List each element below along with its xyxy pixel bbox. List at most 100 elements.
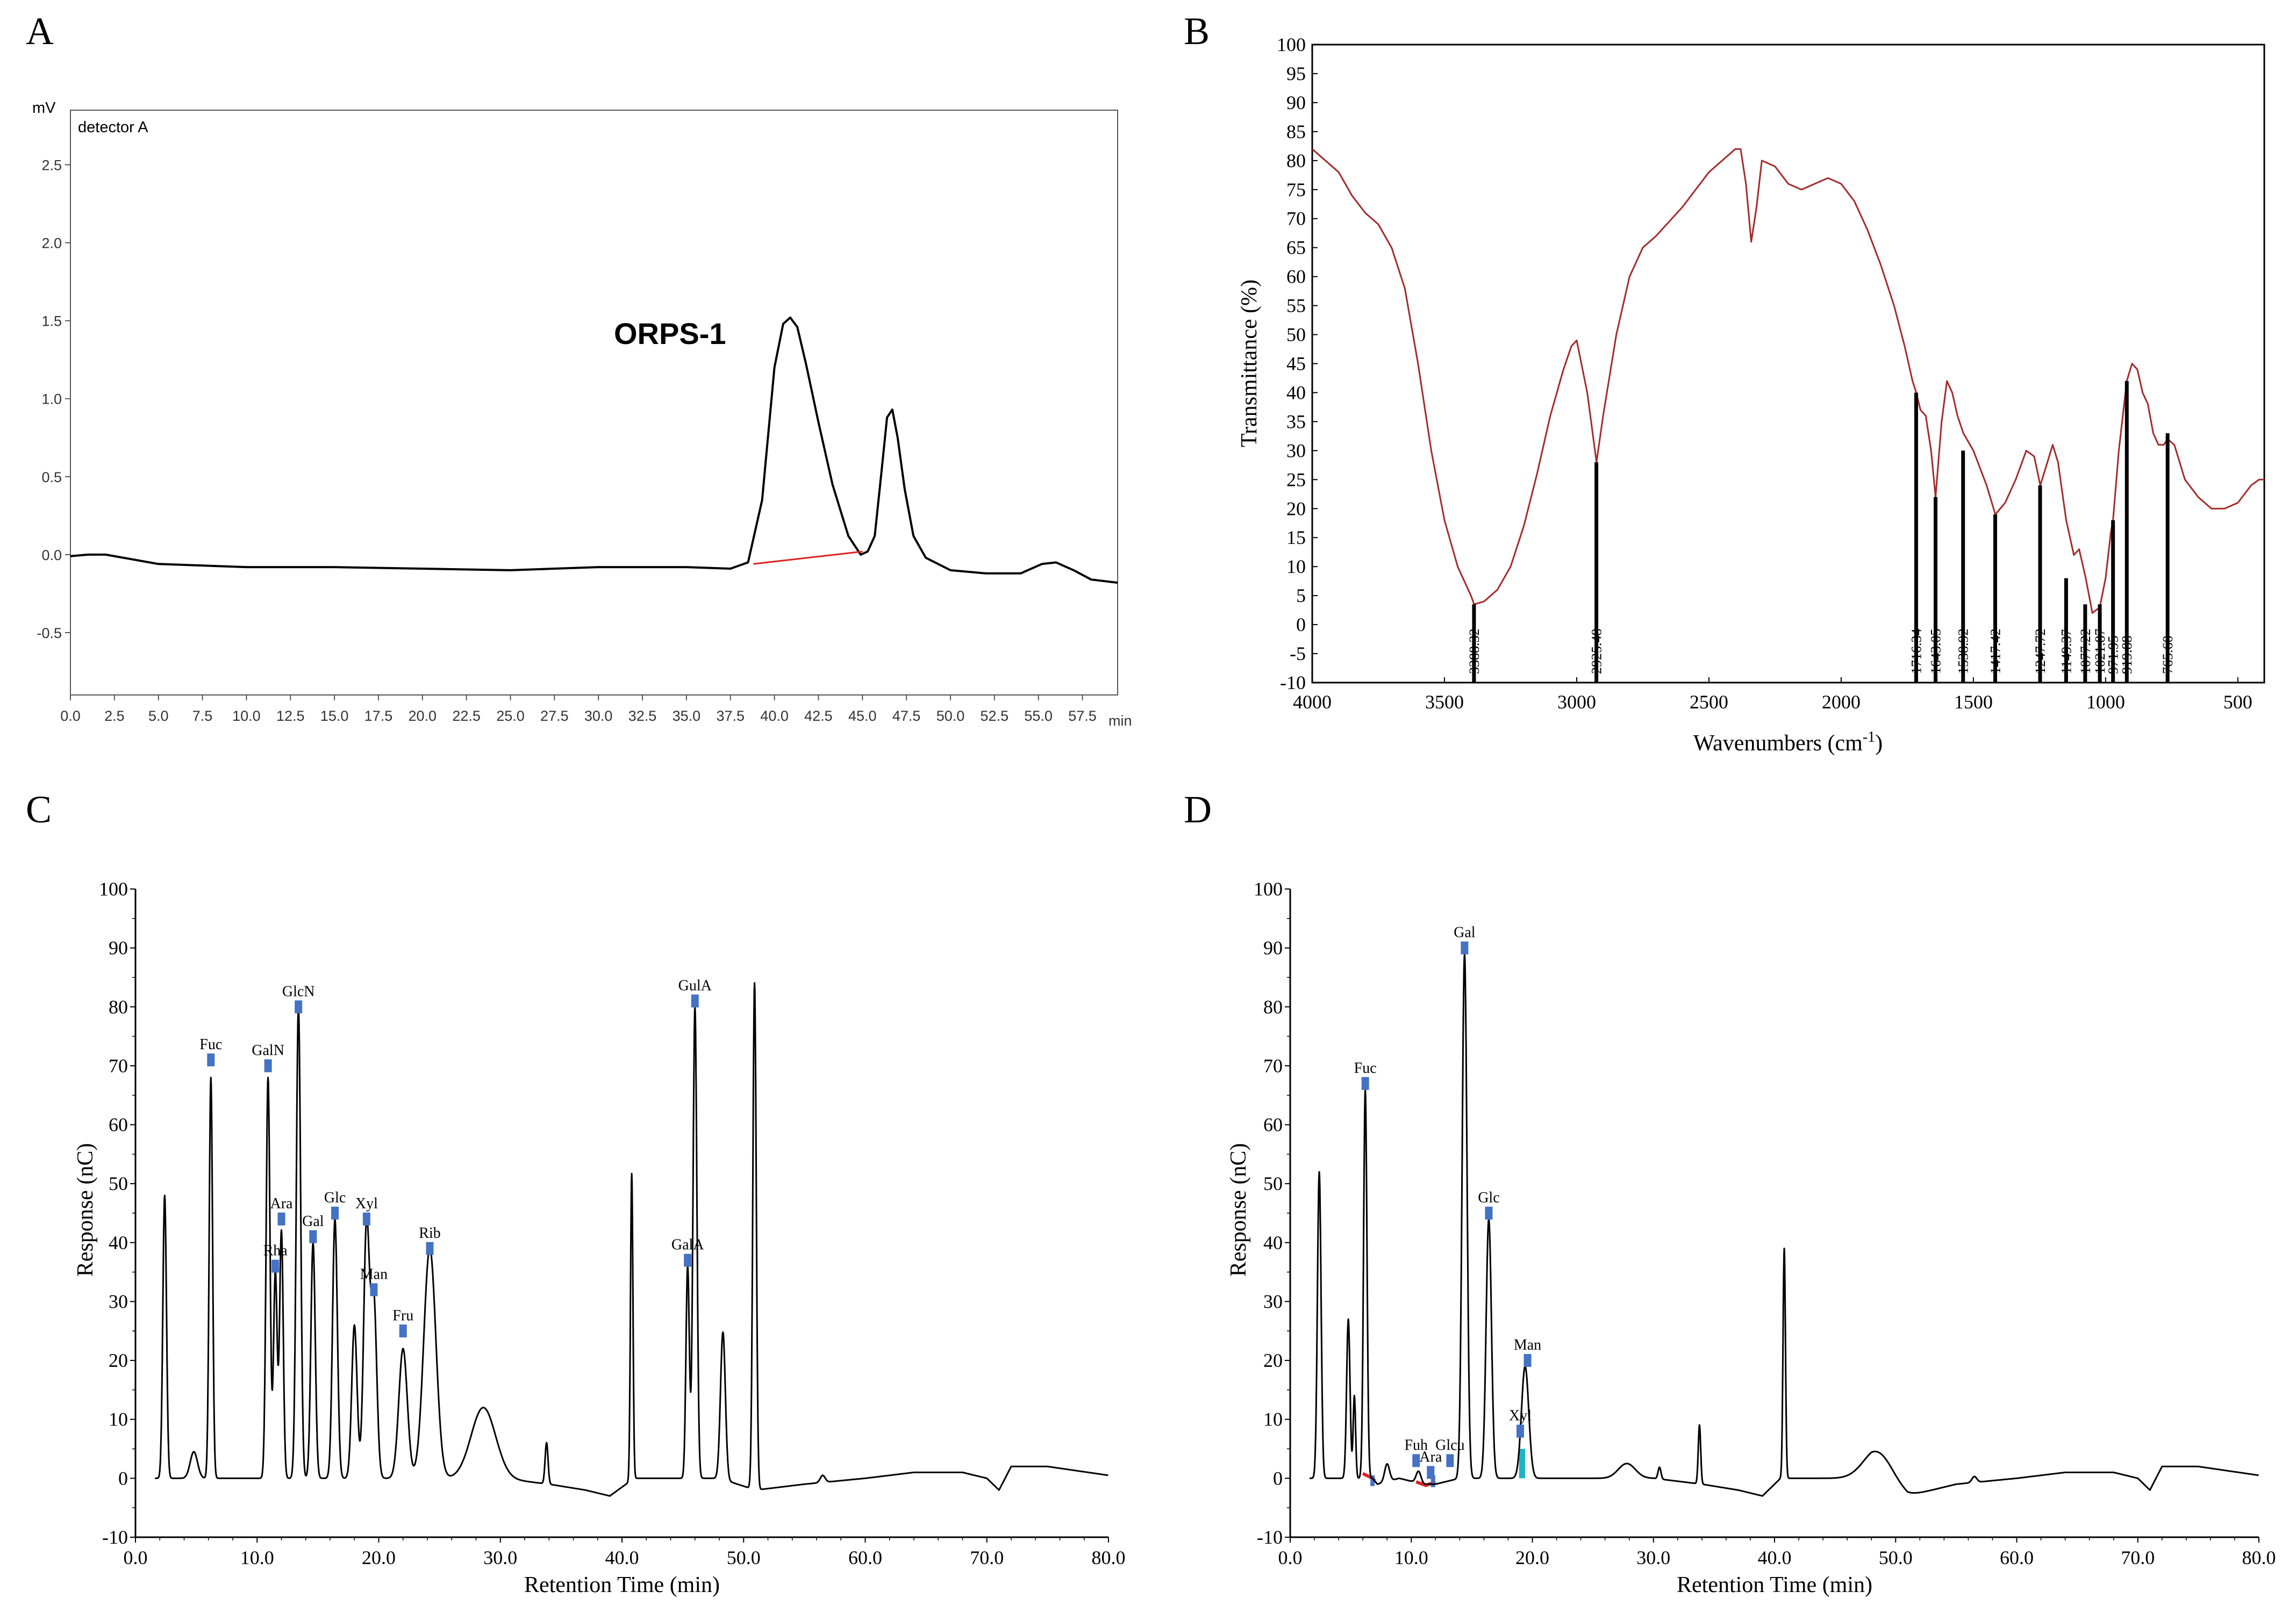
x-tick-label-a: 52.5 (981, 708, 1009, 724)
y-tick-label-a: 1.5 (41, 313, 62, 329)
x-tick-label-b: 500 (2223, 691, 2252, 713)
x-tick-label-d: 0.0 (1278, 1547, 1303, 1568)
peak-marker-c (264, 1059, 272, 1072)
x-tick-label-a: 37.5 (716, 708, 745, 724)
x-tick-label-a: 2.5 (104, 708, 125, 724)
x-tick-label-c: 80.0 (1092, 1547, 1126, 1568)
y-tick-label-c: 10 (109, 1409, 128, 1430)
peak-label-b: 1247.72 (2033, 629, 2048, 675)
peak-label-b: 1643.05 (1928, 629, 1943, 675)
peak-label-c: Gal (302, 1213, 324, 1230)
x-tick-label-a: 30.0 (584, 708, 613, 724)
y-axis-title-c: Response (nC) (73, 1143, 98, 1277)
y-tick-label-b: 50 (1286, 324, 1306, 346)
x-tick-label-a: 20.0 (409, 708, 437, 724)
peak-label-c: Rha (263, 1243, 288, 1259)
y-tick-label-d: 80 (1263, 996, 1283, 1017)
y-tick-label-b: 40 (1286, 382, 1306, 403)
peak-label-d: Man (1514, 1337, 1541, 1353)
peak-label-c: GalA (671, 1237, 704, 1253)
y-tick-label-b: 30 (1286, 440, 1306, 461)
y-tick-label-c: 90 (109, 937, 128, 959)
peak-label-d: Fuc (1354, 1060, 1377, 1077)
y-tick-label-b: 25 (1286, 469, 1306, 490)
series-line-chromatogram-d (1309, 953, 2259, 1497)
peak-marker-d (1523, 1354, 1532, 1367)
y-tick-label-b: 20 (1286, 498, 1306, 519)
x-tick-label-c: 50.0 (727, 1547, 761, 1568)
series-baseline-a (753, 550, 863, 565)
x-tick-label-d: 30.0 (1636, 1547, 1670, 1568)
panel-letter-c: C (26, 788, 52, 831)
peak-label-b: 1149.37 (2058, 629, 2074, 674)
y-tick-label-d: 100 (1254, 878, 1283, 900)
peak-label-c: Fuc (199, 1036, 222, 1053)
y-tick-label-b: 0 (1296, 614, 1306, 635)
y-tick-label-b: 100 (1277, 34, 1306, 55)
chart-panel-b: Transmittance (%) Wavenumbers (cm-1) 400… (1237, 34, 2265, 756)
peak-label-b: 765.60 (2160, 636, 2176, 675)
series-line-ir-spectrum (1312, 148, 2264, 614)
y-tick-label-a: 0.5 (41, 469, 62, 485)
x-tick-label-d: 40.0 (1758, 1547, 1792, 1568)
peak-marker-d (1461, 941, 1469, 955)
x-tick-label-b: 3500 (1425, 691, 1464, 713)
series-line-detector-a (70, 316, 1118, 584)
peak-marker-c (426, 1242, 434, 1255)
y-tick-label-c: 70 (109, 1055, 128, 1077)
peak-label-c: GulA (678, 977, 712, 994)
peak-label-c: GlcN (282, 983, 315, 1000)
x-tick-label-a: 55.0 (1024, 708, 1053, 724)
y-tick-label-c: 30 (109, 1291, 128, 1312)
y-axis-title-d: Response (nC) (1226, 1143, 1251, 1277)
peak-label-b: 1417.42 (1987, 629, 2003, 675)
peak-label-b: 1077.22 (2078, 629, 2093, 675)
x-tick-label-a: 35.0 (673, 708, 701, 724)
y-tick-label-b: 45 (1286, 353, 1306, 375)
chart-panel-c: Response (nC) Retention Time (min) 0.0 10… (73, 878, 1126, 1597)
y-tick-label-c: 100 (99, 878, 128, 900)
peak-marker-c (370, 1283, 378, 1296)
y-tick-label-c: 80 (109, 996, 128, 1017)
y-tick-label-d: -10 (1257, 1526, 1283, 1548)
x-tick-label-b: 1500 (1954, 691, 1993, 713)
peak-marker-c (271, 1259, 280, 1273)
y-tick-label-d: 70 (1263, 1055, 1283, 1077)
x-tick-label-b: 2500 (1690, 691, 1728, 713)
x-axis-title-d: Retention Time (min) (1677, 1573, 1872, 1597)
peak-label-b: 1538.92 (1956, 629, 1971, 675)
xyl-peak-fill-d (1519, 1449, 1525, 1479)
y-tick-label-a: 2.5 (41, 157, 62, 174)
peak-label-c: GalN (252, 1042, 284, 1059)
peak-label-c: Rib (419, 1225, 440, 1242)
x-tick-label-a: 7.5 (192, 708, 213, 724)
peak-marker-d (1485, 1207, 1493, 1220)
x-tick-label-a: 12.5 (276, 708, 305, 724)
peak-marker-c (207, 1053, 215, 1066)
x-tick-label-a: 10.0 (232, 708, 261, 724)
y-tick-label-a: 1.0 (41, 391, 62, 407)
x-tick-label-b: 4000 (1293, 691, 1332, 713)
y-tick-label-d: 40 (1263, 1232, 1283, 1253)
x-tick-label-a: 5.0 (148, 708, 169, 724)
x-tick-label-a: 40.0 (760, 708, 789, 724)
peak-label-d: Glc (1478, 1189, 1499, 1206)
x-tick-label-a: 27.5 (540, 708, 569, 724)
x-tick-label-a: 0.0 (60, 708, 81, 724)
x-tick-label-d: 20.0 (1515, 1547, 1549, 1568)
panel-letter-a: A (26, 10, 54, 53)
peak-label-b: 971.95 (2106, 636, 2121, 675)
x-tick-label-d: 80.0 (2242, 1547, 2276, 1568)
y-tick-label-b: 80 (1286, 150, 1306, 171)
peak-label-b: 2925.48 (1589, 629, 1605, 675)
x-tick-label-a: 45.0 (848, 708, 877, 724)
x-tick-label-a: 17.5 (364, 708, 393, 724)
y-tick-label-b: 95 (1286, 63, 1306, 84)
y-tick-label-b: 70 (1286, 208, 1306, 230)
y-unit-label-a: mV (32, 99, 56, 117)
y-tick-label-d: 0 (1273, 1467, 1283, 1489)
y-axis-title-b: Transmittance (%) (1237, 279, 1262, 447)
x-unit-label-a: min (1108, 713, 1132, 729)
peak-marker-c (362, 1212, 370, 1225)
y-tick-label-b: -10 (1280, 672, 1306, 693)
